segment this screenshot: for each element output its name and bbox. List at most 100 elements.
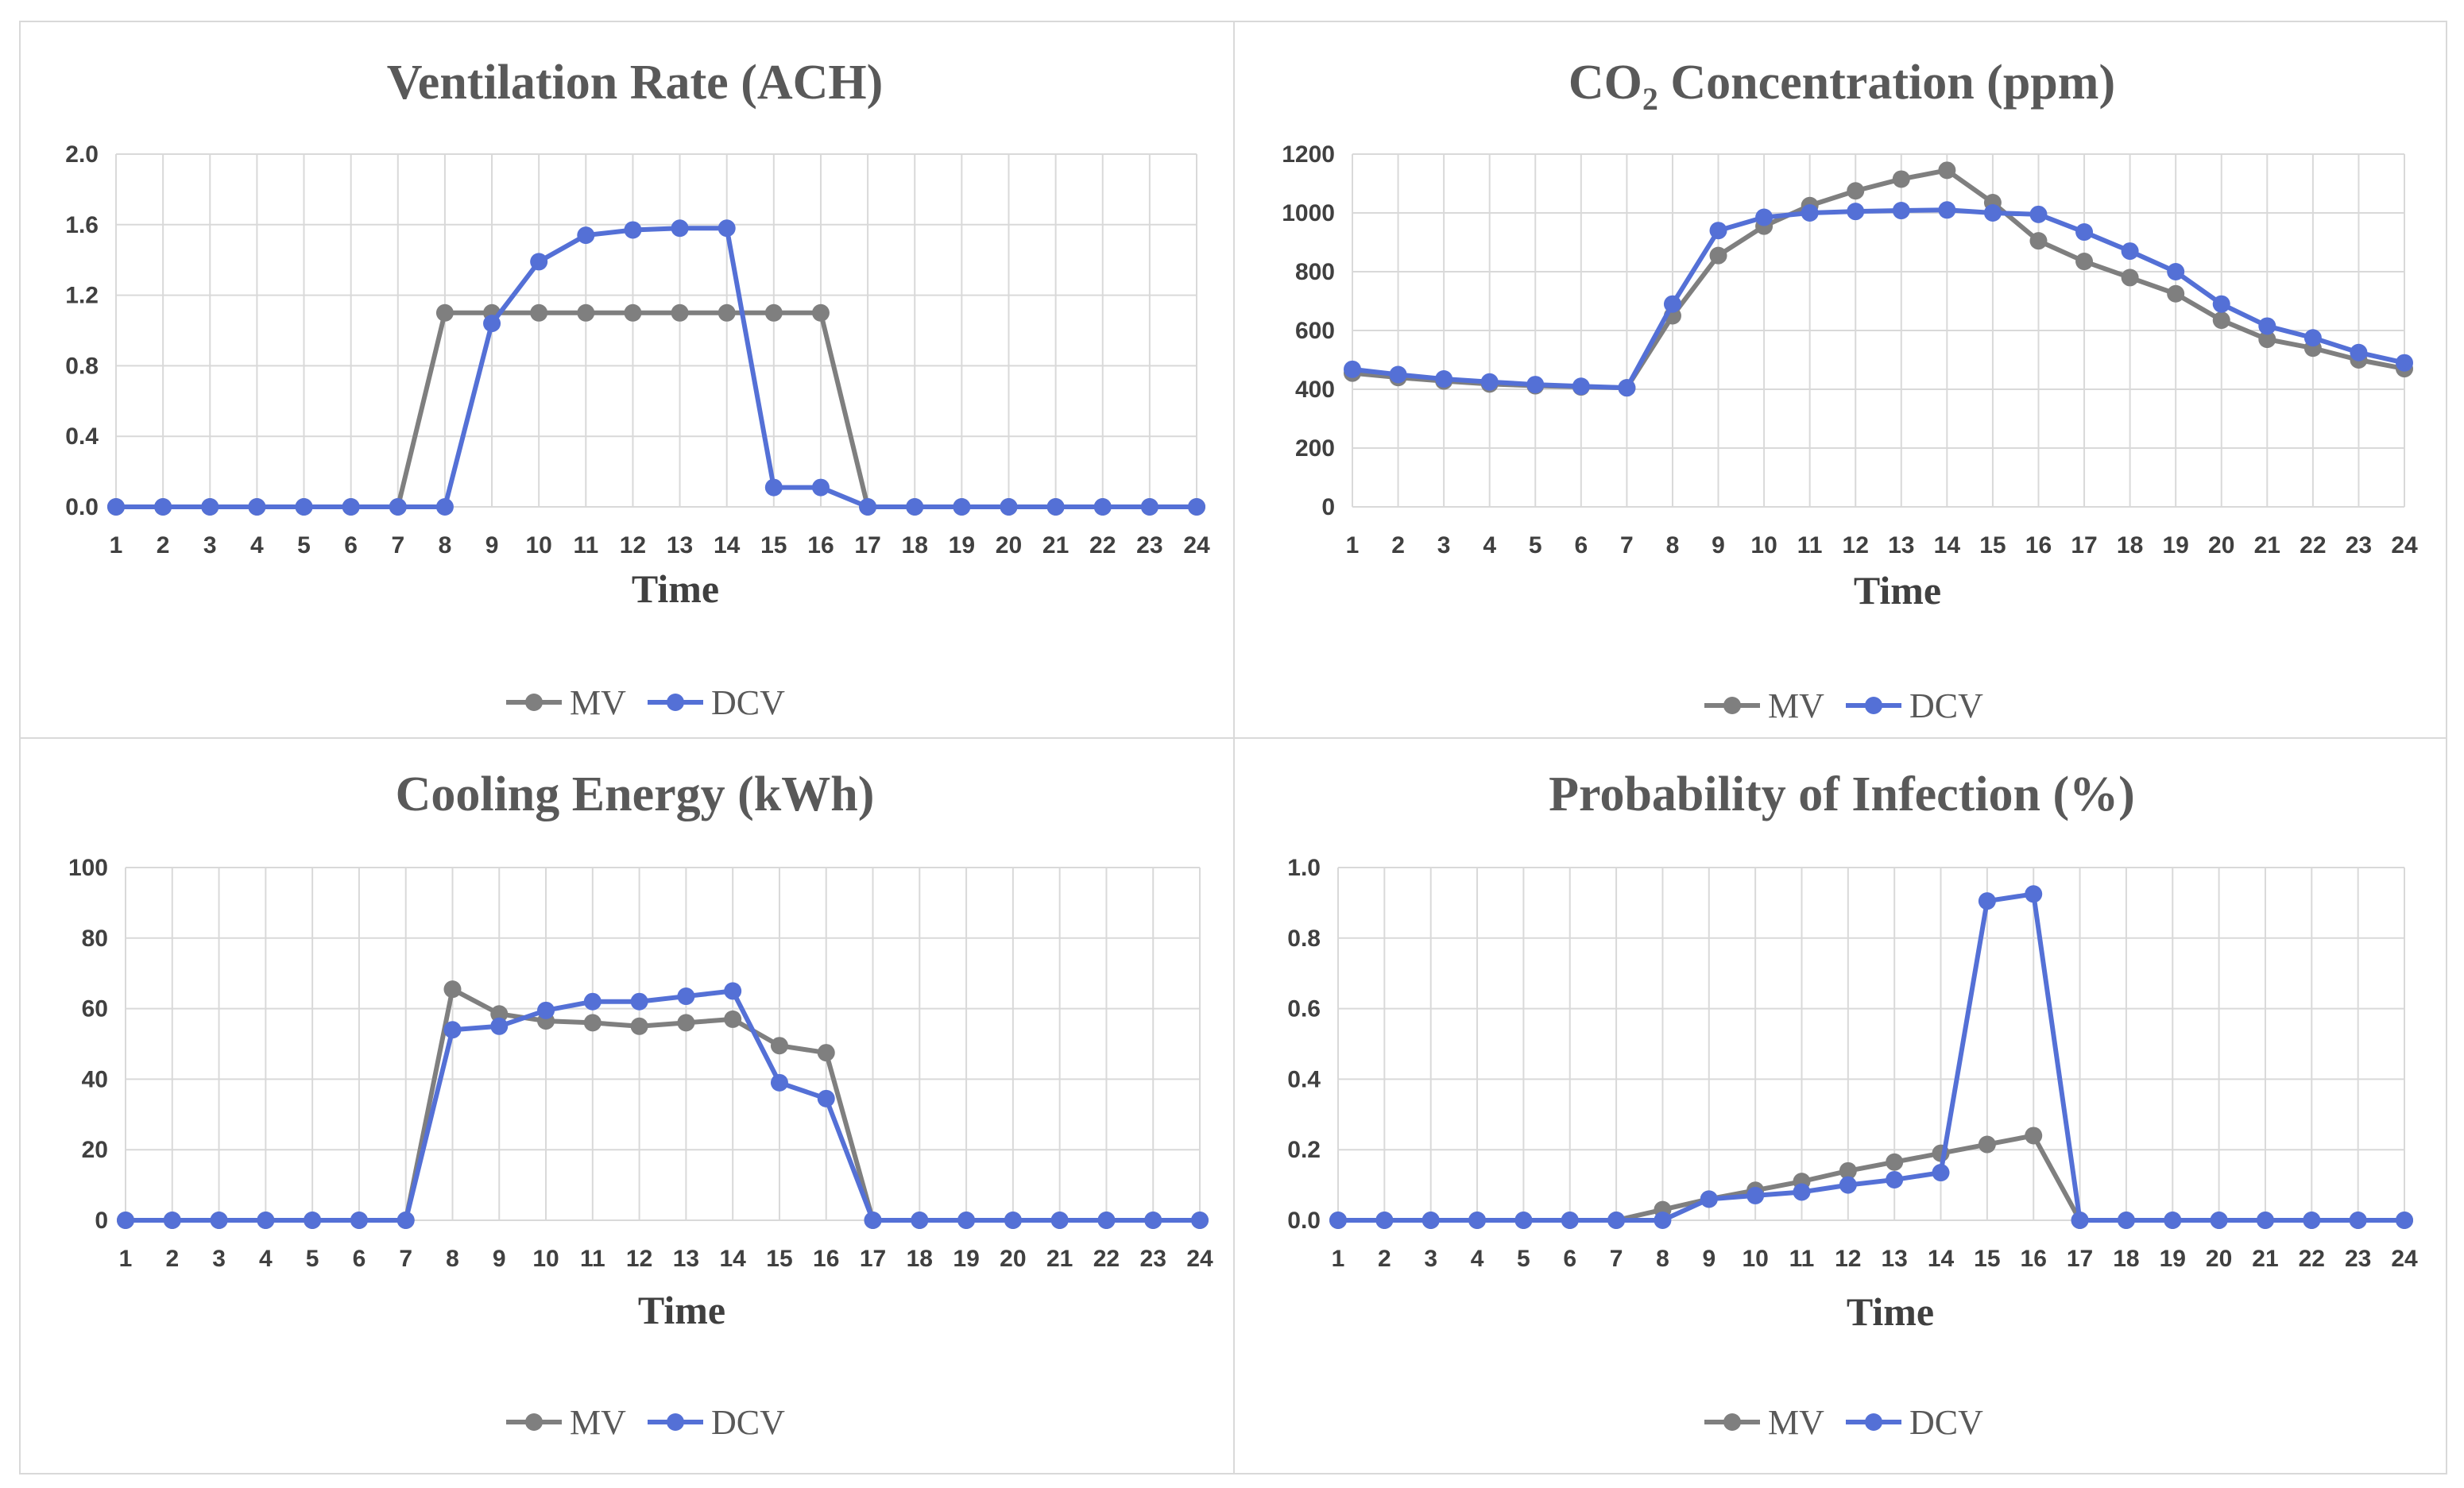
data-point-dcv-2-0 (1344, 360, 1361, 378)
data-point-dcv-2-16 (2075, 223, 2094, 242)
x-axis-title-1: Time (632, 566, 719, 611)
y-tick-label-4-3: 0.6 (1287, 996, 1321, 1022)
x-tick-label-4-23: 24 (2391, 1246, 2418, 1272)
data-point-dcv-4-16 (2071, 1212, 2089, 1229)
data-point-dcv-1-12 (671, 219, 689, 238)
x-tick-label-3-1: 2 (165, 1246, 179, 1272)
data-point-dcv-1-0 (107, 498, 125, 516)
x-tick-label-4-13: 14 (1928, 1246, 1955, 1272)
x-tick-label-3-12: 13 (673, 1246, 699, 1272)
x-tick-label-1-2: 3 (203, 532, 217, 558)
data-point-dcv-1-5 (342, 498, 360, 516)
x-tick-label-3-2: 3 (212, 1246, 226, 1272)
data-point-dcv-4-10 (1793, 1183, 1811, 1201)
x-tick-label-2-13: 14 (1934, 532, 1961, 558)
legend-marker-mv-4 (1723, 1413, 1741, 1431)
data-point-dcv-2-17 (2121, 242, 2139, 261)
x-tick-label-1-23: 24 (1183, 532, 1210, 558)
x-tick-label-2-18: 19 (2162, 532, 2188, 558)
x-tick-label-3-22: 23 (1140, 1246, 1166, 1272)
data-point-dcv-4-9 (1746, 1186, 1765, 1204)
data-point-dcv-4-1 (1375, 1212, 1394, 1229)
data-point-mv-1-10 (577, 303, 595, 322)
x-tick-label-1-16: 17 (854, 532, 880, 558)
x-tick-label-3-10: 11 (580, 1246, 605, 1272)
x-tick-label-4-16: 17 (2067, 1246, 2093, 1272)
data-point-dcv-1-19 (1000, 498, 1018, 516)
x-tick-label-2-3: 4 (1483, 532, 1496, 558)
x-tick-label-1-3: 4 (250, 532, 264, 558)
legend-4: MV DCV (1704, 1403, 1983, 1442)
data-point-dcv-4-4 (1514, 1212, 1533, 1229)
series-mv-2 (1344, 161, 2413, 397)
data-point-dcv-4-17 (2117, 1212, 2135, 1229)
x-tick-label-3-13: 14 (719, 1246, 746, 1272)
legend-marker-dcv-4 (1865, 1413, 1882, 1431)
x-axis-title-2: Time (1854, 568, 1941, 613)
data-point-mv-2-17 (2121, 269, 2139, 287)
x-tick-label-2-4: 5 (1529, 532, 1542, 558)
data-point-dcv-1-22 (1140, 498, 1159, 516)
x-tick-label-2-12: 13 (1888, 532, 1914, 558)
y-tick-label-2-3: 600 (1295, 318, 1335, 344)
x-tick-label-4-5: 6 (1563, 1246, 1576, 1272)
data-point-dcv-3-23 (1191, 1212, 1209, 1229)
x-tick-label-4-17: 18 (2113, 1246, 2139, 1272)
x-tick-label-2-11: 12 (1843, 532, 1869, 558)
x-tick-label-4-1: 2 (1378, 1246, 1391, 1272)
data-point-dcv-4-22 (2349, 1212, 2367, 1229)
y-tick-label-1-5: 2.0 (65, 141, 99, 168)
x-tick-label-1-6: 7 (391, 532, 404, 558)
x-tick-label-3-8: 9 (493, 1246, 506, 1272)
x-tick-label-2-14: 15 (1979, 532, 2006, 558)
chart-panel-cooling-energy: Cooling Energy (kWh) 0 20 40 60 80 100 1 2 3 4 5 6 7 8… (19, 737, 1247, 1474)
x-tick-label-1-1: 2 (157, 532, 170, 558)
x-tick-label-3-6: 7 (399, 1246, 412, 1272)
probability-of-infection-chart: Probability of Infection (%) 0.0 0.2 0.4 0.6… (1287, 767, 2418, 1442)
x-tick-label-4-6: 7 (1610, 1246, 1623, 1272)
y-tick-label-3-5: 100 (68, 855, 108, 881)
chart-title-main-1: Ventilation Rate (ACH) (387, 56, 884, 110)
data-point-dcv-3-14 (770, 1073, 788, 1092)
y-tick-label-1-1: 0.4 (65, 423, 99, 450)
series-line-mv-1 (116, 310, 1197, 509)
data-point-dcv-3-8 (490, 1017, 509, 1035)
x-tick-label-1-21: 22 (1089, 532, 1116, 558)
data-point-mv-1-15 (811, 303, 830, 322)
x-tick-label-1-22: 23 (1136, 532, 1162, 558)
data-point-dcv-1-17 (906, 498, 924, 516)
data-point-dcv-3-19 (1004, 1212, 1022, 1229)
data-point-mv-2-11 (1847, 182, 1865, 200)
data-point-dcv-2-8 (1709, 222, 1727, 240)
x-tick-label-2-6: 7 (1620, 532, 1634, 558)
grid-1 (115, 153, 1197, 508)
chart-panel-ventilation-rate: Ventilation Rate (ACH) 0.0 0.4 0.8 1.2 1.6 2.0… (19, 21, 1247, 752)
x-tick-label-1-14: 15 (760, 532, 787, 558)
x-tick-label-3-20: 21 (1046, 1246, 1073, 1272)
y-tick-label-3-1: 20 (82, 1137, 108, 1163)
x-tick-label-1-11: 12 (620, 532, 646, 558)
x-axis-title-4: Time (1847, 1289, 1934, 1334)
data-point-dcv-3-15 (817, 1089, 835, 1107)
x-tick-label-2-19: 20 (2208, 532, 2234, 558)
data-point-mv-1-9 (530, 303, 548, 322)
x-tick-label-4-18: 19 (2160, 1246, 2186, 1272)
series-dcv-3 (117, 982, 1209, 1229)
series-line-dcv-1 (116, 226, 1197, 509)
chart-title-2: CO2 Concentration (ppm) (1569, 56, 2115, 117)
data-point-dcv-4-21 (2303, 1212, 2321, 1229)
data-point-dcv-1-9 (530, 253, 548, 271)
data-point-dcv-3-5 (350, 1212, 368, 1229)
x-tick-label-3-18: 19 (953, 1246, 979, 1272)
x-tick-label-4-19: 20 (2206, 1246, 2232, 1272)
x-tick-label-1-0: 1 (110, 532, 123, 558)
data-point-dcv-4-2 (1422, 1212, 1440, 1229)
x-tick-label-2-17: 18 (2117, 532, 2143, 558)
data-point-dcv-2-5 (1572, 377, 1590, 396)
x-tick-label-1-4: 5 (297, 532, 311, 558)
data-point-mv-1-11 (624, 303, 642, 322)
data-point-dcv-4-14 (1978, 892, 1996, 910)
data-point-dcv-1-14 (764, 478, 783, 497)
x-tick-label-4-20: 21 (2252, 1246, 2278, 1272)
data-point-dcv-4-19 (2210, 1212, 2228, 1229)
